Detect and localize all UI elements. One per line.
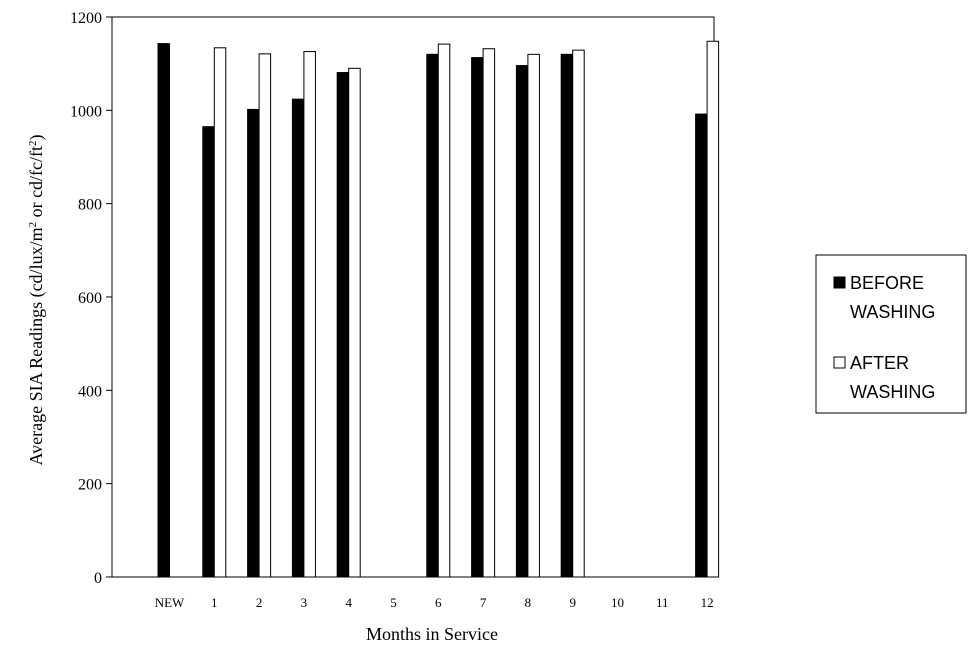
x-axis-ticks: NEW 1 2 3 4 5 6 7 8 9 10 11 12 bbox=[155, 595, 714, 610]
legend-label-before-line1: BEFORE bbox=[850, 273, 924, 293]
bar-after-washing bbox=[527, 53, 540, 578]
bar-before-washing bbox=[560, 53, 574, 578]
bar-before-washing bbox=[515, 65, 529, 578]
x-tick-label: 3 bbox=[301, 595, 308, 610]
x-tick-label: 5 bbox=[390, 595, 397, 610]
x-tick-label: 10 bbox=[611, 595, 624, 610]
x-axis-title: Months in Service bbox=[366, 624, 498, 644]
bar-before-washing bbox=[336, 72, 350, 578]
legend-label-before-line2: WASHING bbox=[850, 302, 935, 322]
x-tick-label: NEW bbox=[155, 595, 185, 610]
x-tick-label: 2 bbox=[256, 595, 263, 610]
y-tick-label: 1000 bbox=[70, 103, 102, 120]
y-axis-ticks: 0 200 400 600 800 1000 1200 bbox=[70, 10, 112, 587]
bar-after-washing bbox=[213, 47, 227, 578]
bars bbox=[157, 40, 720, 578]
y-tick-label: 400 bbox=[78, 383, 102, 400]
x-tick-label: 12 bbox=[701, 595, 714, 610]
bar-before-washing bbox=[291, 98, 305, 578]
x-tick-label: 11 bbox=[656, 595, 669, 610]
y-tick-label: 200 bbox=[78, 477, 102, 494]
bar-after-washing bbox=[437, 43, 451, 578]
legend: BEFORE WASHING AFTER WASHING bbox=[815, 254, 967, 414]
bar-after-washing bbox=[258, 53, 272, 578]
y-tick-label: 800 bbox=[78, 197, 102, 214]
bar-after-washing bbox=[348, 67, 361, 578]
legend-label-after-line2: WASHING bbox=[850, 382, 935, 402]
x-tick-label: 4 bbox=[345, 595, 352, 610]
x-tick-label: 1 bbox=[211, 595, 218, 610]
bar-before-washing bbox=[202, 126, 215, 578]
y-tick-label: 0 bbox=[94, 570, 102, 587]
bar-after-washing bbox=[572, 49, 585, 578]
x-tick-label: 8 bbox=[525, 595, 532, 610]
legend-label-after-line1: AFTER bbox=[850, 353, 909, 373]
bar-before-washing bbox=[695, 113, 708, 578]
x-tick-label: 7 bbox=[480, 595, 487, 610]
bar-after-washing bbox=[303, 51, 316, 578]
bar-before-washing bbox=[426, 53, 439, 578]
bar-after-washing bbox=[706, 40, 720, 578]
legend-swatch-after bbox=[833, 356, 846, 369]
legend-swatch-before bbox=[833, 276, 846, 289]
y-tick-label: 1200 bbox=[70, 10, 102, 27]
bar-before-washing bbox=[157, 43, 170, 578]
bar-before-washing bbox=[471, 57, 484, 578]
y-tick-label: 600 bbox=[78, 290, 102, 307]
x-tick-label: 9 bbox=[569, 595, 576, 610]
y-axis-title: Average SIA Readings (cd/lux/m2 or cd/fc… bbox=[26, 134, 47, 465]
x-tick-label: 6 bbox=[435, 595, 442, 610]
bar-after-washing bbox=[482, 48, 496, 578]
bar-before-washing bbox=[247, 108, 260, 578]
